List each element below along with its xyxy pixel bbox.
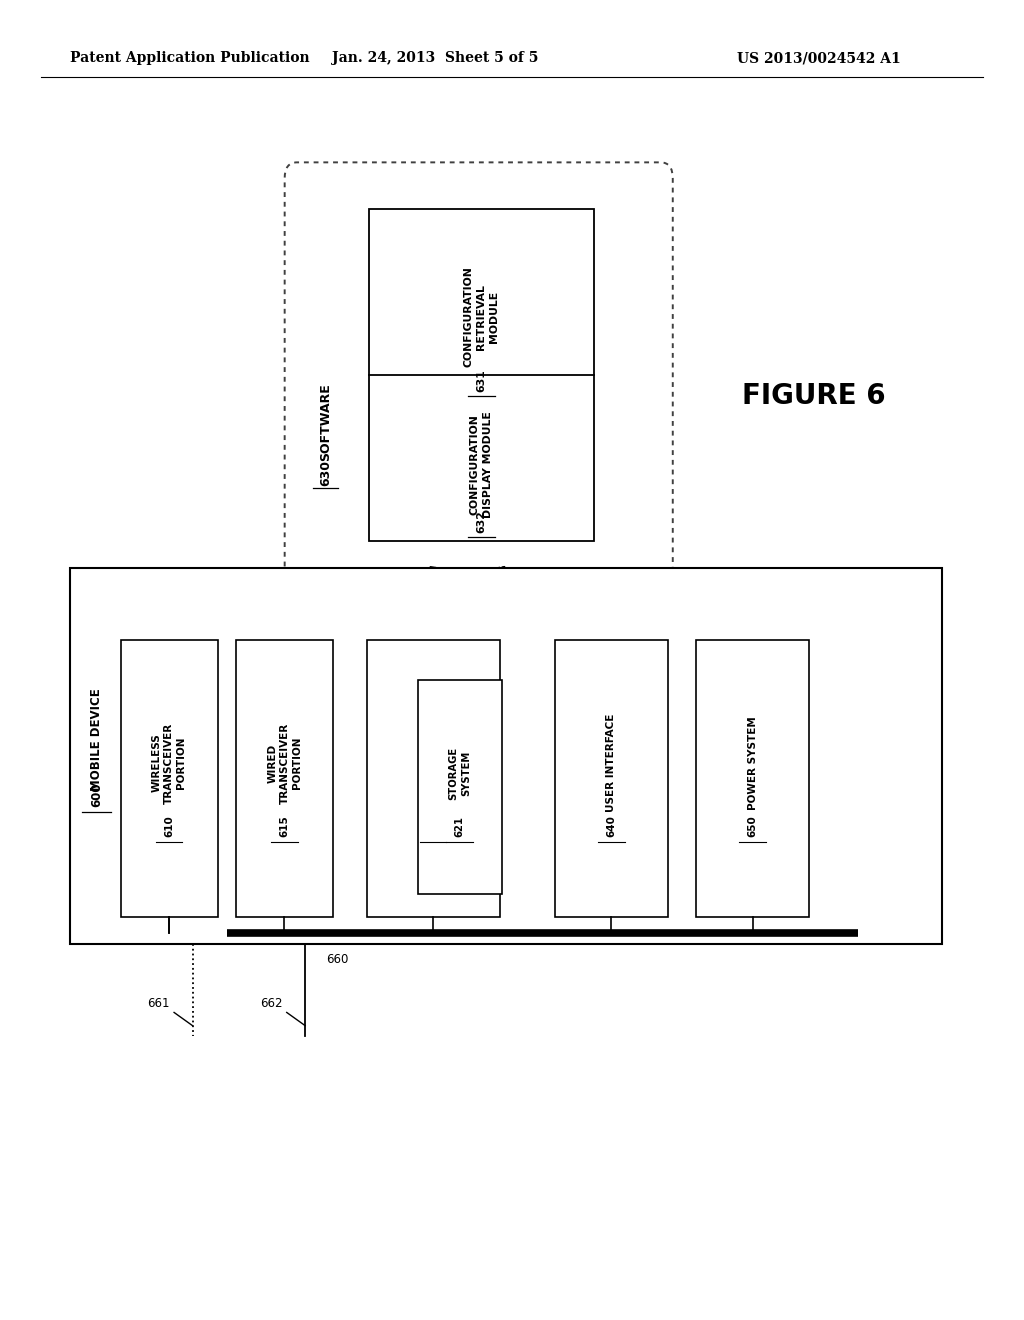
Text: 620: 620 — [428, 816, 438, 837]
Text: 650: 650 — [748, 816, 758, 837]
Text: USER INTERFACE: USER INTERFACE — [606, 714, 616, 812]
Text: SOFTWARE: SOFTWARE — [319, 384, 332, 461]
Text: Jan. 24, 2013  Sheet 5 of 5: Jan. 24, 2013 Sheet 5 of 5 — [332, 51, 539, 65]
Text: FIGURE 6: FIGURE 6 — [742, 381, 886, 411]
Text: CONFIGURATION
DISPLAY MODULE: CONFIGURATION DISPLAY MODULE — [470, 412, 493, 517]
Bar — [236, 640, 333, 917]
Text: MOBILE DEVICE: MOBILE DEVICE — [90, 688, 102, 791]
Text: 615: 615 — [280, 816, 290, 837]
Text: PROCESSING
SYSTEM: PROCESSING SYSTEM — [422, 726, 444, 800]
Bar — [70, 568, 942, 944]
Text: 610: 610 — [164, 816, 174, 837]
Text: 632: 632 — [476, 510, 486, 533]
Text: 661: 661 — [147, 997, 170, 1010]
Text: Patent Application Publication: Patent Application Publication — [70, 51, 309, 65]
Text: WIRELESS
TRANSCEIVER
PORTION: WIRELESS TRANSCEIVER PORTION — [152, 722, 186, 804]
Text: STORAGE
SYSTEM: STORAGE SYSTEM — [449, 747, 471, 800]
Bar — [121, 640, 218, 917]
Bar — [696, 640, 809, 917]
Text: POWER SYSTEM: POWER SYSTEM — [748, 715, 758, 810]
Text: 640: 640 — [606, 816, 616, 837]
Text: WIRED
TRANSCEIVER
PORTION: WIRED TRANSCEIVER PORTION — [267, 722, 302, 804]
Text: 630: 630 — [319, 459, 332, 486]
Text: CONFIGURATION
RETRIEVAL
MODULE: CONFIGURATION RETRIEVAL MODULE — [464, 267, 499, 367]
Text: 600: 600 — [90, 783, 102, 807]
Bar — [555, 640, 668, 917]
Text: 662: 662 — [260, 997, 283, 1010]
Text: US 2013/0024542 A1: US 2013/0024542 A1 — [737, 51, 901, 65]
Bar — [369, 209, 594, 541]
Text: 621: 621 — [455, 816, 465, 837]
Text: 660: 660 — [326, 953, 348, 966]
Bar — [418, 680, 502, 894]
Bar — [367, 640, 500, 917]
Text: 631: 631 — [476, 368, 486, 392]
FancyBboxPatch shape — [285, 162, 673, 590]
